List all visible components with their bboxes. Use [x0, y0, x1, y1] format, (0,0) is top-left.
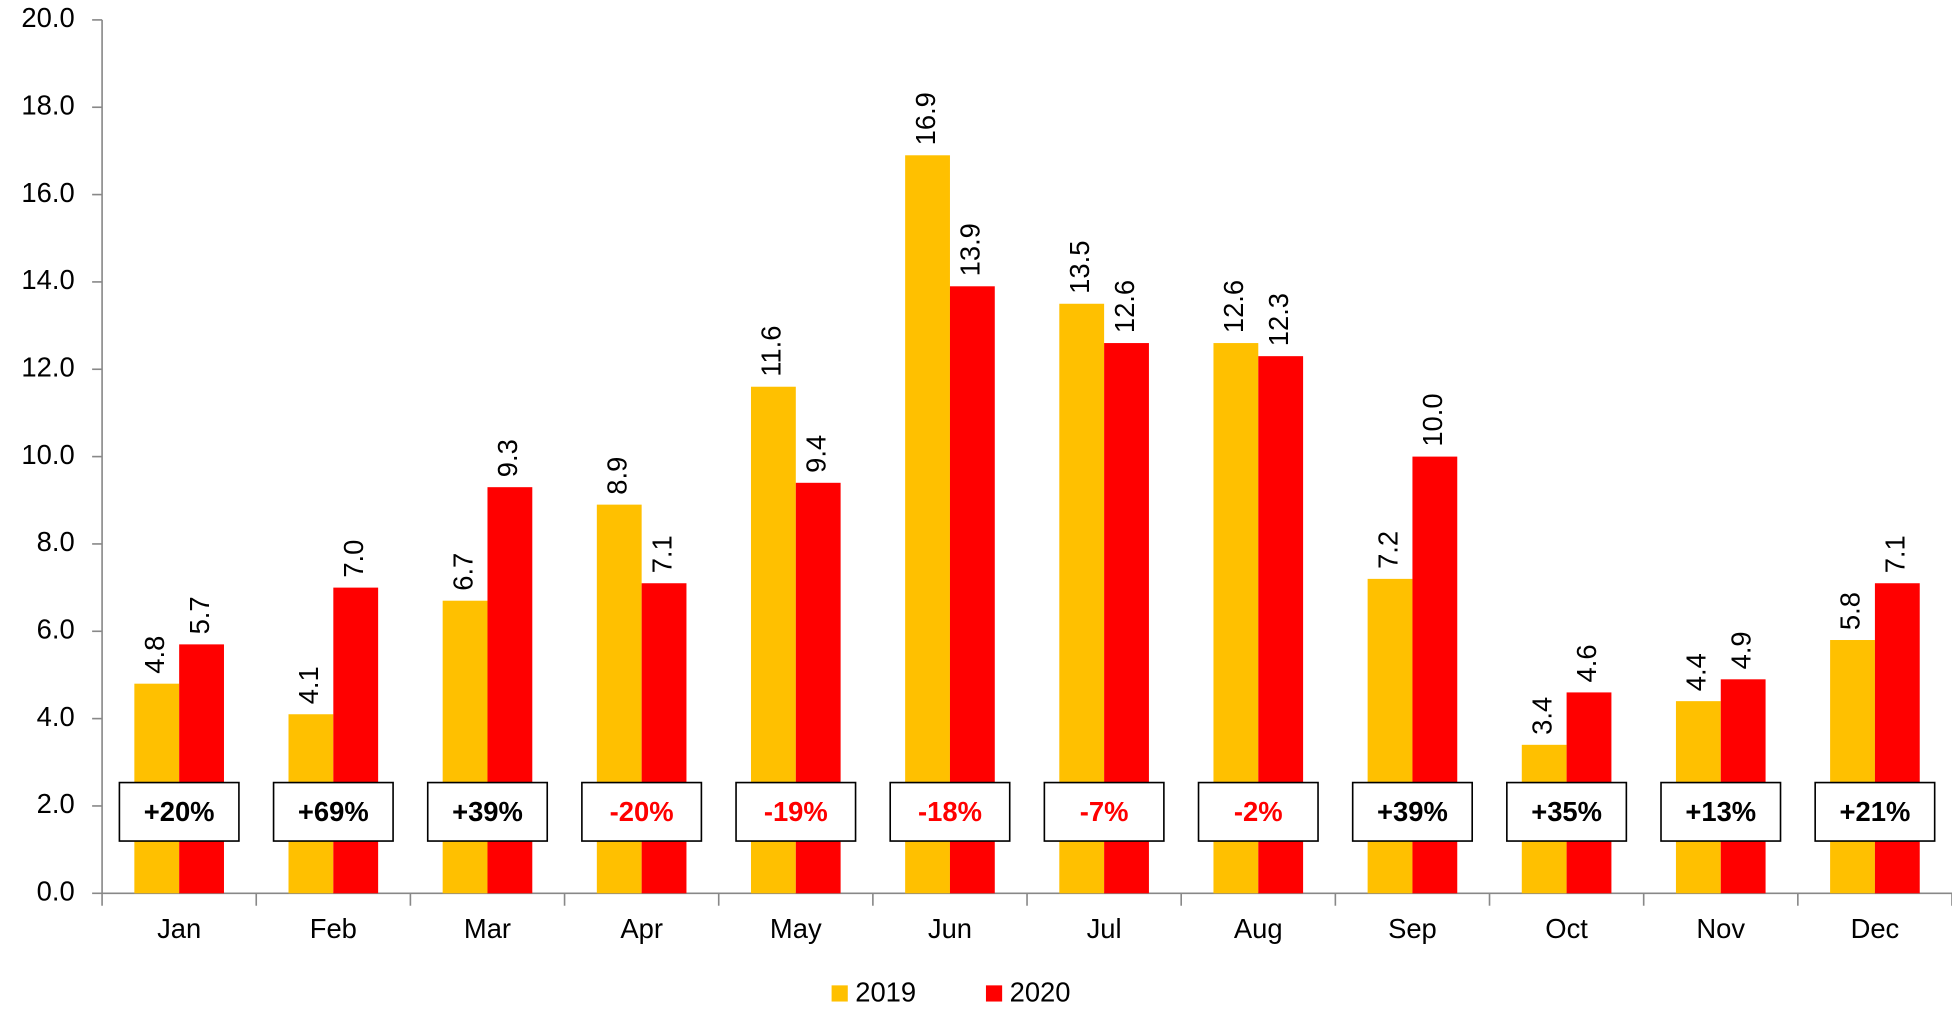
x-tick-label: Feb	[310, 913, 357, 944]
legend-label: 2020	[1010, 976, 1071, 1007]
value-label: 4.9	[1725, 631, 1756, 669]
y-tick-label: 16.0	[21, 177, 74, 208]
value-label: 12.6	[1109, 280, 1140, 333]
change-label: -2%	[1234, 796, 1283, 827]
bar	[905, 155, 950, 894]
change-box	[1043, 781, 1165, 842]
change-box	[889, 781, 1011, 842]
value-label: 8.9	[601, 457, 632, 495]
change-box	[581, 781, 703, 842]
value-label: 7.2	[1372, 531, 1403, 569]
change-box	[1351, 781, 1474, 842]
y-tick-label: 18.0	[21, 89, 74, 120]
value-label: 4.6	[1571, 644, 1602, 682]
legend-swatch	[985, 985, 1003, 1002]
y-tick-label: 14.0	[21, 264, 74, 295]
change-box	[1814, 781, 1936, 842]
legend-label: 2019	[855, 976, 916, 1007]
change-box	[118, 781, 240, 842]
y-tick-label: 20.0	[21, 2, 74, 33]
x-tick-label: Sep	[1388, 913, 1437, 944]
x-tick-label: Jul	[1087, 913, 1122, 944]
value-label: 10.0	[1417, 393, 1448, 446]
x-tick-label: May	[770, 913, 822, 944]
bar	[1367, 578, 1413, 894]
change-label: -18%	[918, 796, 982, 827]
bar	[641, 583, 687, 894]
change-label: +21%	[1840, 796, 1911, 827]
y-tick-label: 8.0	[37, 526, 75, 557]
x-tick-label: Jan	[157, 913, 201, 944]
y-tick-label: 4.0	[37, 701, 75, 732]
value-label: 16.9	[910, 92, 941, 145]
change-box	[1506, 781, 1628, 842]
x-tick-label: Jun	[928, 913, 972, 944]
bar	[333, 587, 379, 894]
change-label: +13%	[1685, 796, 1756, 827]
y-tick-label: 6.0	[37, 614, 75, 645]
change-label: +39%	[452, 796, 523, 827]
value-label: 11.6	[756, 326, 787, 377]
legend-swatch	[831, 985, 848, 1002]
value-label: 4.1	[293, 666, 324, 704]
value-label: 7.1	[646, 535, 677, 573]
bar	[179, 644, 224, 894]
value-label: 5.7	[184, 596, 215, 634]
value-label: 9.4	[800, 435, 831, 473]
y-tick-label: 0.0	[37, 876, 75, 907]
y-tick-label: 10.0	[21, 439, 74, 470]
change-label: +20%	[144, 796, 215, 827]
value-label: 4.8	[139, 636, 170, 674]
y-tick-label: 2.0	[37, 788, 75, 819]
x-tick-label: Apr	[620, 913, 663, 944]
x-tick-label: Mar	[464, 913, 511, 944]
change-label: +69%	[298, 796, 369, 827]
x-tick-label: Dec	[1851, 913, 1900, 944]
value-label: 6.7	[447, 553, 478, 591]
x-tick-label: Oct	[1545, 913, 1588, 944]
bar	[1830, 640, 1875, 894]
value-label: 7.0	[338, 540, 369, 578]
y-tick-label: 12.0	[21, 352, 74, 383]
value-label: 4.4	[1681, 653, 1712, 691]
value-label: 3.4	[1526, 697, 1557, 735]
change-label: -7%	[1080, 796, 1129, 827]
value-label: 12.3	[1263, 293, 1294, 346]
change-label: +35%	[1531, 796, 1602, 827]
value-label: 7.1	[1880, 535, 1911, 573]
change-box	[735, 781, 857, 842]
value-label: 13.5	[1064, 241, 1095, 294]
value-label: 5.8	[1835, 592, 1866, 630]
value-label: 12.6	[1218, 280, 1249, 333]
change-box	[426, 781, 549, 842]
bar	[442, 600, 488, 894]
change-box	[1660, 781, 1782, 842]
value-label: 13.9	[955, 223, 986, 276]
bar	[1874, 583, 1920, 894]
x-tick-label: Nov	[1696, 913, 1745, 944]
change-label: +39%	[1377, 796, 1448, 827]
change-label: -19%	[764, 796, 828, 827]
change-box	[272, 781, 394, 842]
change-label: -20%	[610, 796, 674, 827]
x-tick-label: Aug	[1234, 913, 1283, 944]
change-box	[1197, 781, 1319, 842]
value-label: 9.3	[492, 439, 523, 477]
